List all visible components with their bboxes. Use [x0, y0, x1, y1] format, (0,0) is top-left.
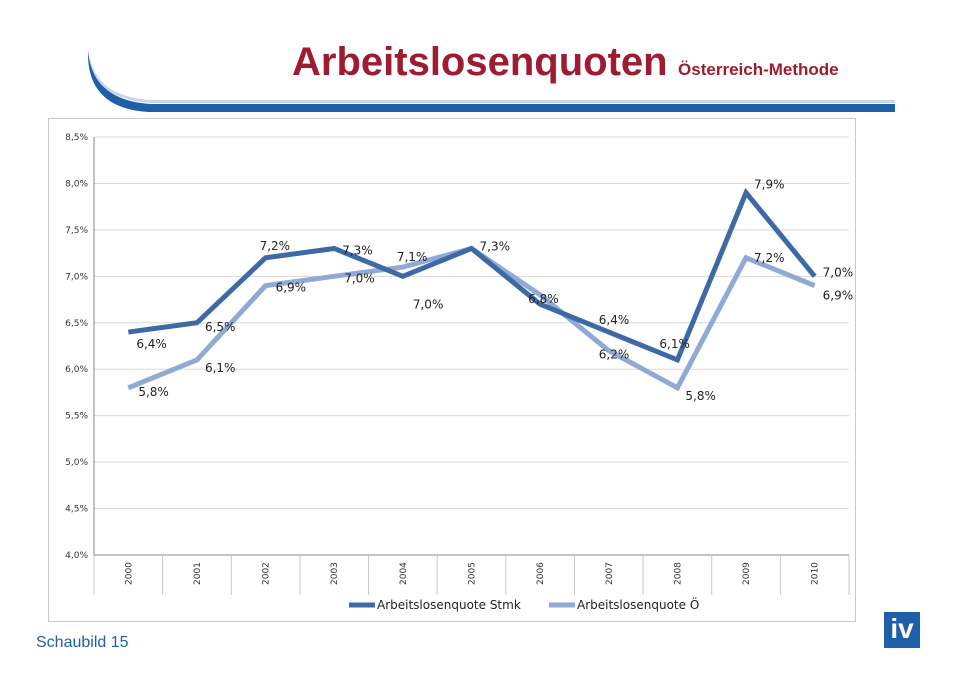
x-tick-label: 2004 [399, 562, 409, 585]
data-label: 6,4% [599, 313, 630, 327]
title-main: Arbeitslosenquoten [292, 40, 668, 84]
title-subtitle: Österreich-Methode [678, 60, 839, 79]
data-label: 6,4% [136, 337, 167, 351]
data-label: 5,8% [685, 389, 716, 403]
data-label: 7,0% [823, 265, 854, 279]
x-tick-label: 2006 [536, 562, 546, 585]
y-tick-label: 6,0% [65, 365, 88, 375]
data-label: 6,5% [205, 320, 236, 334]
data-label: 7,2% [260, 239, 291, 253]
data-label: 7,3% [480, 239, 511, 253]
data-label: 7,0% [413, 297, 444, 311]
x-tick-label: 2008 [673, 562, 683, 585]
figure-number: Schaubild 15 [36, 634, 129, 651]
data-label: 7,0% [344, 271, 375, 285]
x-tick-label: 2007 [605, 562, 615, 585]
data-label: 7,2% [754, 251, 785, 265]
data-label: 5,8% [138, 385, 169, 399]
x-tick-label: 2002 [262, 562, 272, 585]
data-label: 6,9% [823, 289, 854, 303]
y-tick-label: 7,0% [65, 272, 88, 282]
data-label: 6,9% [276, 281, 307, 295]
legend-label: Arbeitslosenquote Ö [577, 596, 699, 612]
y-tick-label: 4,5% [65, 505, 88, 515]
y-tick-label: 8,5% [65, 133, 88, 143]
x-tick-label: 2010 [811, 562, 821, 585]
legend-label: Arbeitslosenquote Stmk [377, 598, 521, 612]
y-tick-label: 6,5% [65, 319, 88, 329]
data-label: 7,3% [342, 243, 373, 257]
data-label: 7,9% [754, 178, 785, 192]
x-tick-label: 2003 [330, 562, 340, 585]
data-label: 6,8% [528, 292, 559, 306]
y-tick-label: 8,0% [65, 179, 88, 189]
y-tick-label: 4,0% [65, 551, 88, 561]
series-line-stmk [127, 187, 817, 364]
data-label: 6,1% [205, 361, 236, 375]
y-tick-label: 5,0% [65, 458, 88, 468]
x-tick-label: 2005 [468, 562, 478, 585]
x-tick-label: 2000 [124, 562, 134, 585]
chart-frame: 4,0% 4,5% 5,0% 5,5% 6,0% 6,5% 7,0% 7,5% 8,0% 8,5%… [48, 118, 856, 622]
header-swoosh [87, 50, 895, 112]
page-title: Arbeitslosenquoten Österreich-Methode [292, 40, 839, 85]
data-label: 6,2% [599, 348, 630, 362]
x-tick-label: 2001 [193, 562, 203, 585]
x-tick-label: 2009 [742, 562, 752, 585]
data-label: 7,1% [397, 250, 428, 264]
data-label: 6,1% [659, 337, 690, 351]
y-tick-label: 7,5% [65, 226, 88, 236]
iv-logo: iv [884, 612, 920, 648]
line-chart: 4,0% 4,5% 5,0% 5,5% 6,0% 6,5% 7,0% 7,5% 8,0% 8,5%… [65, 133, 854, 612]
y-tick-label: 5,5% [65, 412, 88, 422]
